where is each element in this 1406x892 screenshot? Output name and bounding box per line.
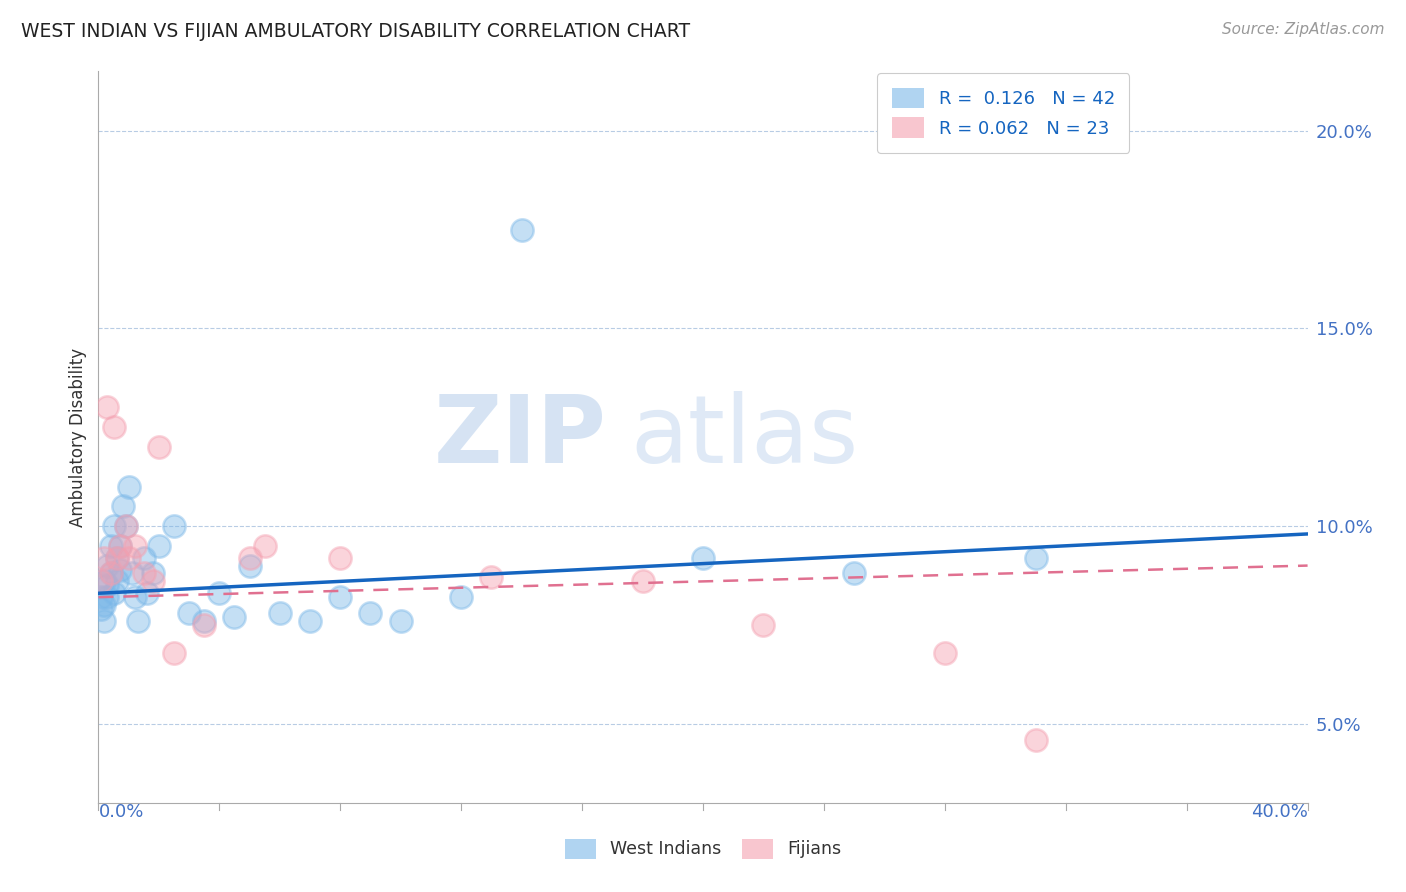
Text: WEST INDIAN VS FIJIAN AMBULATORY DISABILITY CORRELATION CHART: WEST INDIAN VS FIJIAN AMBULATORY DISABIL… bbox=[21, 22, 690, 41]
Point bbox=[93, 598, 115, 612]
Point bbox=[163, 646, 186, 660]
Point bbox=[132, 566, 155, 581]
Point bbox=[124, 591, 146, 605]
Point bbox=[631, 574, 654, 589]
Point bbox=[114, 519, 136, 533]
Point bbox=[142, 574, 165, 589]
Point bbox=[253, 539, 276, 553]
Point bbox=[118, 550, 141, 565]
Point bbox=[96, 591, 118, 605]
Point bbox=[135, 586, 157, 600]
Point bbox=[96, 578, 118, 592]
Point bbox=[148, 440, 170, 454]
Point bbox=[127, 614, 149, 628]
Point bbox=[103, 586, 125, 600]
Point bbox=[208, 586, 231, 600]
Point bbox=[108, 539, 131, 553]
Point bbox=[481, 570, 503, 584]
Text: Source: ZipAtlas.com: Source: ZipAtlas.com bbox=[1222, 22, 1385, 37]
Point bbox=[118, 479, 141, 493]
Point bbox=[1024, 550, 1046, 565]
Point bbox=[100, 539, 122, 553]
Point bbox=[108, 539, 131, 553]
Point bbox=[193, 618, 215, 632]
Point bbox=[1024, 732, 1046, 747]
Point bbox=[105, 574, 128, 589]
Point bbox=[389, 614, 412, 628]
Point bbox=[132, 550, 155, 565]
Point bbox=[100, 566, 122, 581]
Point bbox=[90, 574, 112, 589]
Point bbox=[179, 606, 201, 620]
Point bbox=[329, 591, 352, 605]
Point bbox=[329, 550, 352, 565]
Point bbox=[124, 539, 146, 553]
Point bbox=[934, 646, 956, 660]
Point bbox=[299, 614, 322, 628]
Point bbox=[163, 519, 186, 533]
Point bbox=[360, 606, 382, 620]
Text: ZIP: ZIP bbox=[433, 391, 606, 483]
Point bbox=[96, 401, 118, 415]
Point bbox=[142, 566, 165, 581]
Point bbox=[90, 602, 112, 616]
Point bbox=[193, 614, 215, 628]
Point bbox=[105, 550, 128, 565]
Point bbox=[103, 519, 125, 533]
Point bbox=[239, 550, 262, 565]
Point bbox=[148, 539, 170, 553]
Point bbox=[239, 558, 262, 573]
Y-axis label: Ambulatory Disability: Ambulatory Disability bbox=[69, 348, 87, 526]
Point bbox=[121, 566, 143, 581]
Point bbox=[510, 222, 533, 236]
Point bbox=[108, 562, 131, 576]
Point bbox=[93, 574, 115, 589]
Text: 0.0%: 0.0% bbox=[98, 803, 143, 821]
Point bbox=[450, 591, 472, 605]
Point bbox=[103, 420, 125, 434]
Point bbox=[100, 566, 122, 581]
Text: 40.0%: 40.0% bbox=[1251, 803, 1308, 821]
Point bbox=[752, 618, 775, 632]
Point bbox=[114, 519, 136, 533]
Point bbox=[111, 500, 134, 514]
Point bbox=[93, 614, 115, 628]
Point bbox=[90, 591, 112, 605]
Point bbox=[96, 558, 118, 573]
Point bbox=[269, 606, 291, 620]
Point bbox=[105, 550, 128, 565]
Point bbox=[224, 610, 246, 624]
Legend: West Indians, Fijians: West Indians, Fijians bbox=[557, 830, 849, 867]
Point bbox=[93, 550, 115, 565]
Text: atlas: atlas bbox=[630, 391, 859, 483]
Point bbox=[844, 566, 866, 581]
Point bbox=[692, 550, 714, 565]
